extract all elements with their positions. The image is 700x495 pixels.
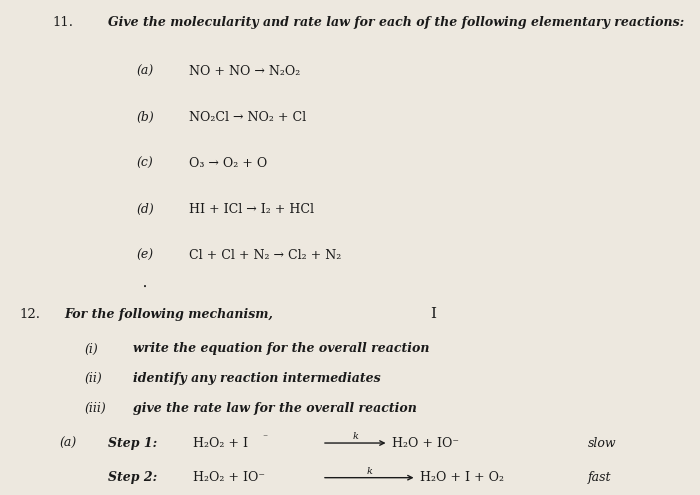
Text: ⁻: ⁻ — [262, 433, 267, 442]
Text: H₂O + IO⁻: H₂O + IO⁻ — [392, 437, 459, 449]
Text: •: • — [144, 283, 148, 291]
Text: (b): (b) — [136, 111, 154, 124]
Text: H₂O₂ + IO⁻: H₂O₂ + IO⁻ — [193, 471, 265, 484]
Text: k: k — [367, 467, 372, 476]
Text: I: I — [430, 307, 437, 321]
Text: (c): (c) — [136, 157, 153, 170]
Text: HI + ICl → I₂ + HCl: HI + ICl → I₂ + HCl — [189, 203, 314, 216]
Text: 12.: 12. — [20, 308, 41, 321]
Text: write the equation for the overall reaction: write the equation for the overall react… — [133, 343, 430, 355]
Text: (e): (e) — [136, 249, 153, 262]
Text: O₃ → O₂ + O: O₃ → O₂ + O — [189, 157, 267, 170]
Text: fast: fast — [588, 471, 612, 484]
Text: give the rate law for the overall reaction: give the rate law for the overall reacti… — [133, 402, 417, 415]
Text: Step 1:: Step 1: — [108, 437, 158, 449]
Text: (a): (a) — [60, 437, 77, 449]
Text: slow: slow — [588, 437, 617, 449]
Text: Give the molecularity and rate law for each of the following elementary reaction: Give the molecularity and rate law for e… — [108, 16, 685, 29]
Text: (d): (d) — [136, 203, 154, 216]
Text: NO + NO → N₂O₂: NO + NO → N₂O₂ — [189, 65, 300, 78]
Text: Cl + Cl + N₂ → Cl₂ + N₂: Cl + Cl + N₂ → Cl₂ + N₂ — [189, 249, 342, 262]
Text: For the following mechanism,: For the following mechanism, — [64, 308, 273, 321]
Text: Step 2:: Step 2: — [108, 471, 158, 484]
Text: k: k — [353, 432, 358, 441]
Text: H₂O + I + O₂: H₂O + I + O₂ — [420, 471, 504, 484]
Text: (a): (a) — [136, 65, 154, 78]
Text: 11.: 11. — [52, 16, 74, 29]
Text: (iii): (iii) — [84, 402, 106, 415]
Text: identify any reaction intermediates: identify any reaction intermediates — [133, 372, 381, 385]
Text: H₂O₂ + I: H₂O₂ + I — [193, 437, 248, 449]
Text: (ii): (ii) — [84, 372, 102, 385]
Text: (i): (i) — [84, 343, 98, 355]
Text: NO₂Cl → NO₂ + Cl: NO₂Cl → NO₂ + Cl — [189, 111, 306, 124]
